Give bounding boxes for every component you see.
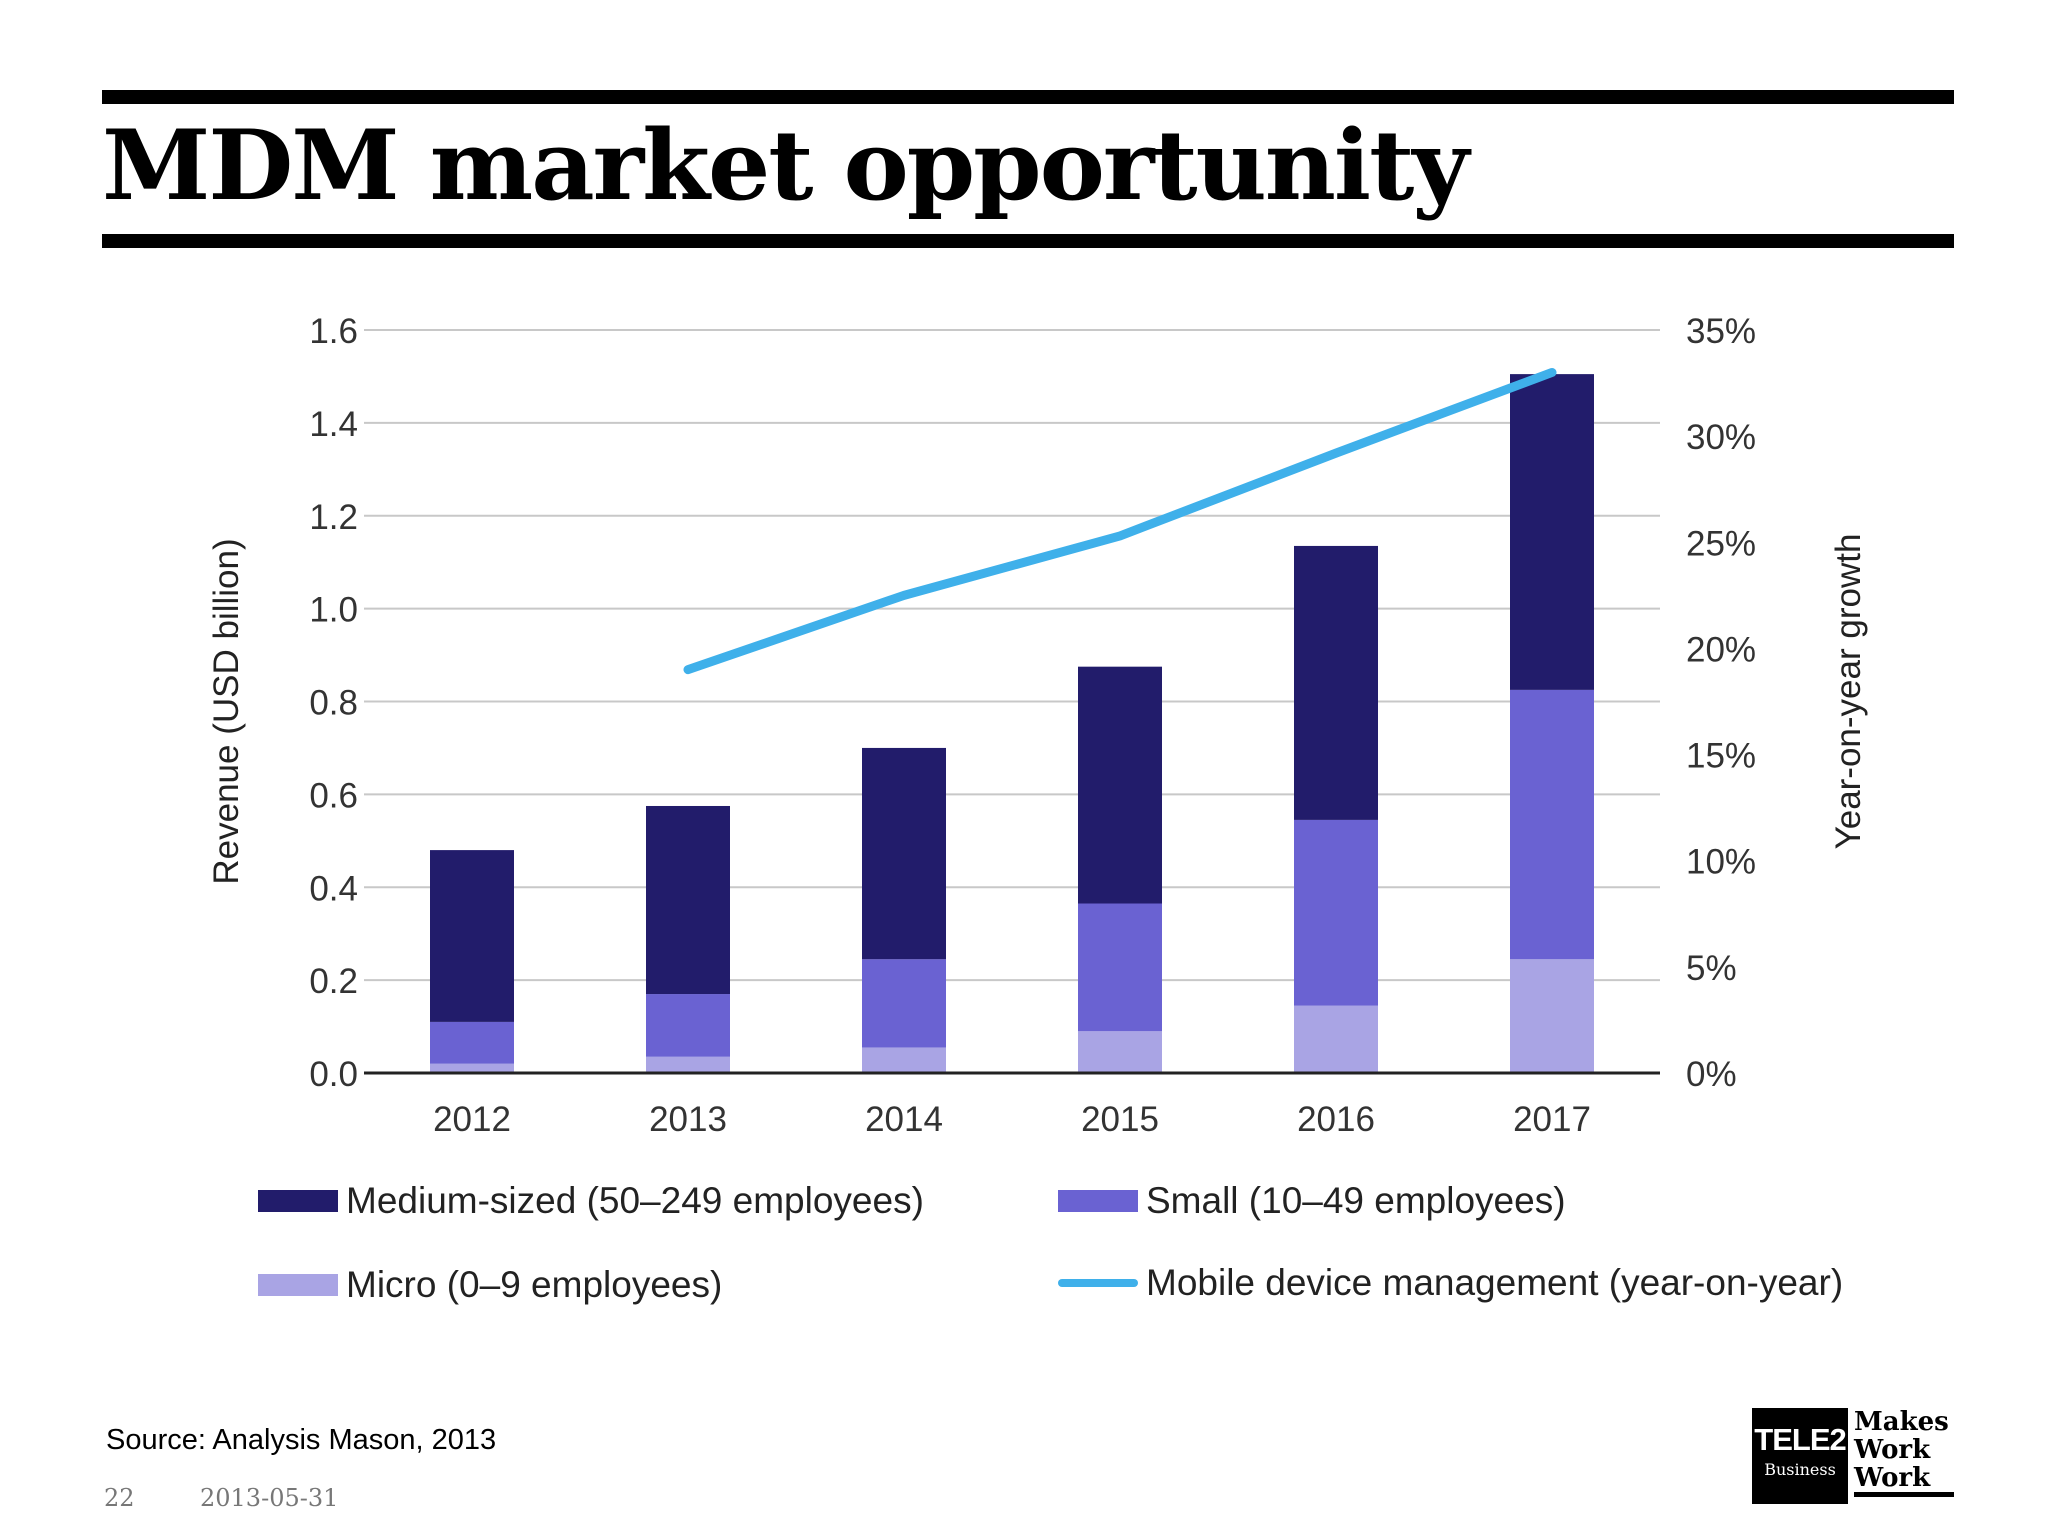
y-tick-label: 0.2 — [309, 962, 358, 1001]
title-rule — [102, 234, 1954, 248]
logo-brand: TELE2 — [1754, 1422, 1846, 1457]
bar-micro — [1078, 1031, 1162, 1073]
y-tick-label: 0.6 — [309, 776, 358, 815]
y-tick-label: 0.8 — [309, 684, 358, 723]
bar-medium — [1294, 545, 1378, 820]
legend-swatch-small — [1058, 1190, 1138, 1212]
bar-micro — [1510, 959, 1594, 1073]
x-tick-label: 2017 — [1513, 1100, 1591, 1139]
y-tick-label: 0.0 — [309, 1055, 358, 1094]
tele2-logo: TELE2 Business Makes Work Work — [1752, 1408, 1954, 1504]
legend-label-small: Small (10–49 employees) — [1146, 1180, 1566, 1221]
chart-legend: Medium-sized (50–249 employees) Small (1… — [0, 1180, 2048, 1340]
source-note: Source: Analysis Mason, 2013 — [106, 1424, 497, 1456]
bar-micro — [862, 1047, 946, 1073]
logo-tagline-line: Makes — [1854, 1407, 1949, 1437]
legend-swatch-medium — [258, 1190, 338, 1212]
logo-tagline: Makes Work Work — [1854, 1408, 1954, 1497]
y-right-tick-label: 30% — [1686, 418, 1756, 457]
legend-item-micro: Micro (0–9 employees) — [258, 1264, 722, 1306]
slide-date: 2013-05-31 — [200, 1484, 339, 1512]
bar-micro — [1294, 1005, 1378, 1073]
logo-tagline-line: Work — [1854, 1435, 1931, 1465]
y-right-tick-label: 25% — [1686, 524, 1756, 563]
page-title: MDM market opportunity — [102, 109, 1469, 222]
bar-small — [1510, 689, 1594, 960]
bar-micro — [646, 1056, 730, 1073]
legend-item-mdm-growth: Mobile device management (year-on-year) — [1058, 1262, 1843, 1304]
bar-medium — [430, 850, 514, 1022]
x-tick-label: 2013 — [649, 1100, 727, 1139]
y-tick-label: 1.0 — [309, 591, 358, 630]
tele2-logo-box: TELE2 Business — [1752, 1408, 1848, 1504]
y-right-axis-label: Year-on-year growth — [1829, 534, 1868, 850]
mdm-revenue-chart: 0.0 0.2 0.4 0.6 0.8 1.0 1.2 1.4 1.6 0% 5% 10% 15% 20%… — [207, 312, 1868, 1139]
legend-item-small: Small (10–49 employees) — [1058, 1180, 1566, 1222]
y-axis-label: Revenue (USD billion) — [207, 538, 246, 884]
bar-small — [646, 994, 730, 1057]
bar-medium — [646, 805, 730, 995]
legend-item-medium: Medium-sized (50–249 employees) — [258, 1180, 924, 1222]
bar-medium — [1510, 374, 1594, 690]
x-tick-label: 2014 — [865, 1100, 943, 1139]
y-tick-label: 0.4 — [309, 869, 358, 908]
y-right-tick-label: 20% — [1686, 630, 1756, 669]
y-right-tick-label: 10% — [1686, 843, 1756, 882]
legend-label-micro: Micro (0–9 employees) — [346, 1264, 723, 1305]
y-right-tick-label: 35% — [1686, 312, 1756, 351]
legend-swatch-mdm-growth — [1058, 1279, 1138, 1287]
y-tick-label: 1.4 — [309, 405, 358, 444]
logo-sub: Business — [1764, 1460, 1836, 1479]
y-right-tick-label: 5% — [1686, 949, 1737, 988]
y-tick-label: 1.6 — [309, 312, 358, 351]
bar-micro — [430, 1063, 514, 1073]
bar-small — [430, 1021, 514, 1064]
bar-medium — [1078, 666, 1162, 904]
x-tick-label: 2016 — [1297, 1100, 1375, 1139]
bar-small — [1078, 903, 1162, 1032]
logo-tagline-line: Work — [1854, 1463, 1931, 1493]
bar-medium — [862, 747, 946, 960]
legend-label-medium: Medium-sized (50–249 employees) — [346, 1180, 924, 1221]
y-tick-label: 1.2 — [309, 498, 358, 537]
bar-small — [862, 959, 946, 1048]
mdm-growth-line — [683, 367, 1557, 675]
legend-swatch-micro — [258, 1274, 338, 1296]
y-right-tick-label: 0% — [1686, 1055, 1737, 1094]
y-right-tick-label: 15% — [1686, 737, 1756, 776]
x-tick-label: 2015 — [1081, 1100, 1159, 1139]
bar-small — [1294, 819, 1378, 1006]
legend-label-mdm-growth: Mobile device management (year-on-year) — [1146, 1262, 1844, 1303]
x-tick-label: 2012 — [433, 1100, 511, 1139]
top-rule — [102, 90, 1954, 104]
page-number: 22 — [104, 1484, 135, 1512]
